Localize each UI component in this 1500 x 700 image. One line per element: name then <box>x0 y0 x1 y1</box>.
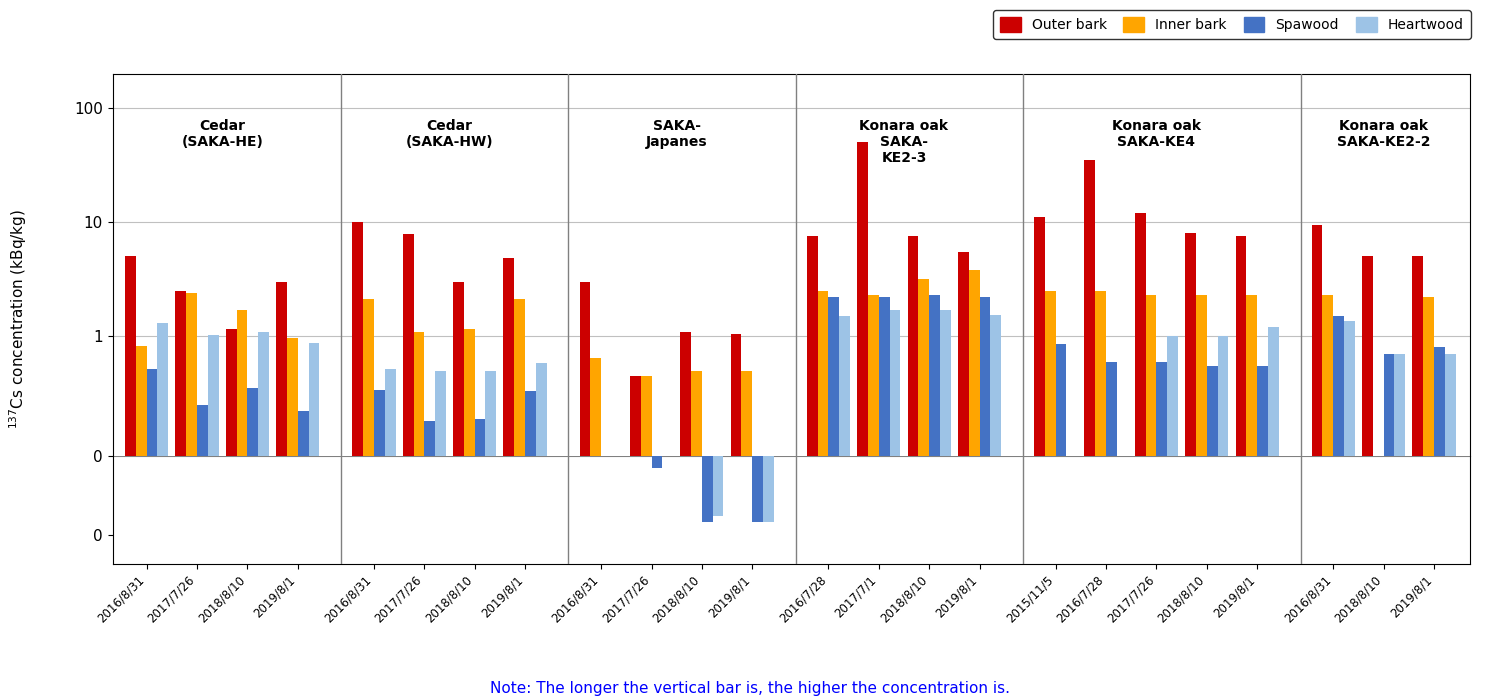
Bar <box>309 342 320 700</box>
Bar <box>1046 290 1056 700</box>
Bar <box>764 456 774 522</box>
Text: Note: The longer the vertical bar is, the higher the concentration is.: Note: The longer the vertical bar is, th… <box>490 681 1010 696</box>
Bar <box>1196 295 1208 700</box>
Bar <box>352 222 363 700</box>
Bar <box>435 371 445 700</box>
Bar <box>753 456 764 522</box>
Bar <box>692 371 702 700</box>
Bar <box>1434 347 1444 700</box>
Bar <box>124 256 136 700</box>
Text: Konara oak
SAKA-KE4: Konara oak SAKA-KE4 <box>1112 119 1202 149</box>
Bar <box>730 334 741 700</box>
Bar <box>828 298 839 700</box>
Bar <box>1136 213 1146 700</box>
Bar <box>136 346 147 700</box>
Bar <box>248 389 258 700</box>
Bar <box>1444 354 1455 700</box>
Bar <box>1167 336 1178 700</box>
Bar <box>1383 354 1395 700</box>
Bar <box>928 295 940 700</box>
Bar <box>1395 354 1406 700</box>
Bar <box>1268 327 1278 700</box>
Text: Cedar
(SAKA-HE): Cedar (SAKA-HE) <box>182 119 262 149</box>
Bar <box>958 252 969 700</box>
Text: Cedar
(SAKA-HW): Cedar (SAKA-HW) <box>405 119 494 149</box>
Bar <box>147 369 158 700</box>
Bar <box>879 298 890 700</box>
Text: Konara oak
SAKA-
KE2-3: Konara oak SAKA- KE2-3 <box>859 119 948 165</box>
Bar <box>1311 225 1323 700</box>
Bar <box>1208 366 1218 700</box>
Bar <box>1156 362 1167 700</box>
Bar <box>807 237 818 700</box>
Bar <box>741 371 753 700</box>
Bar <box>579 282 591 700</box>
Bar <box>1323 295 1334 700</box>
Bar <box>474 419 486 700</box>
Bar <box>980 298 990 700</box>
Bar <box>908 237 918 700</box>
Bar <box>969 270 980 700</box>
Text: SAKA-
Japanes: SAKA- Japanes <box>646 119 708 149</box>
Bar <box>712 456 723 516</box>
Bar <box>1236 237 1246 700</box>
Bar <box>374 390 384 700</box>
Bar <box>226 329 237 700</box>
Bar <box>384 369 396 700</box>
Bar <box>630 376 640 700</box>
Legend: Outer bark, Inner bark, Spawood, Heartwood: Outer bark, Inner bark, Spawood, Heartwo… <box>993 10 1470 39</box>
Bar <box>1246 295 1257 700</box>
Bar <box>1056 344 1066 700</box>
Bar <box>464 329 474 700</box>
Bar <box>702 456 712 522</box>
Bar <box>1218 336 1228 700</box>
Bar <box>525 391 536 700</box>
Bar <box>918 279 928 700</box>
Text: Konara oak
SAKA-KE2-2: Konara oak SAKA-KE2-2 <box>1336 119 1431 149</box>
Bar <box>363 300 374 700</box>
Bar <box>1344 321 1354 700</box>
Bar <box>591 358 602 700</box>
Bar <box>640 376 651 700</box>
Bar <box>514 300 525 700</box>
Bar <box>209 335 219 700</box>
Bar <box>890 310 900 700</box>
Bar <box>402 234 414 700</box>
Bar <box>276 282 286 700</box>
Bar <box>1257 366 1268 700</box>
Bar <box>1424 298 1434 700</box>
Bar <box>486 371 496 700</box>
Bar <box>856 142 868 700</box>
Bar <box>286 338 298 700</box>
Bar <box>681 332 692 700</box>
Bar <box>990 314 1000 700</box>
Bar <box>176 290 186 700</box>
Bar <box>424 421 435 700</box>
Bar <box>1146 295 1156 700</box>
Bar <box>1413 256 1424 700</box>
Bar <box>1362 256 1372 700</box>
Text: $^{137}$Cs concentration (kBq/kg): $^{137}$Cs concentration (kBq/kg) <box>8 209 28 428</box>
Bar <box>504 258 515 700</box>
Bar <box>258 332 268 700</box>
Bar <box>237 310 248 700</box>
Bar <box>1034 217 1046 700</box>
Bar <box>1095 290 1106 700</box>
Bar <box>414 332 424 700</box>
Bar <box>651 456 663 468</box>
Bar <box>1106 362 1118 700</box>
Bar <box>453 282 464 700</box>
Bar <box>186 293 196 700</box>
Bar <box>158 323 168 700</box>
Bar <box>839 316 850 700</box>
Bar <box>1185 233 1196 700</box>
Bar <box>940 310 951 700</box>
Bar <box>1334 316 1344 700</box>
Bar <box>298 412 309 700</box>
Bar <box>1084 160 1095 700</box>
Bar <box>818 290 828 700</box>
Bar <box>868 295 879 700</box>
Bar <box>196 405 208 700</box>
Bar <box>536 363 546 700</box>
